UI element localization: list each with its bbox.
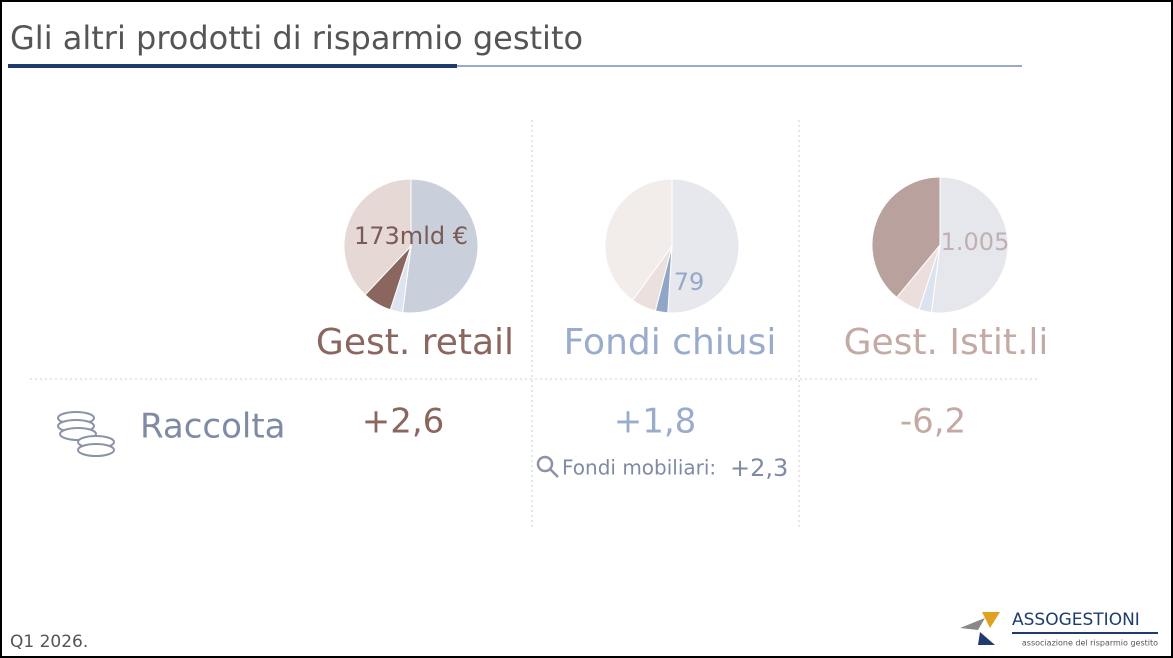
logo-subtitle: associazione del risparmio gestito bbox=[1022, 639, 1158, 648]
pie-slice bbox=[343, 178, 412, 296]
logo-text: ASSOGESTIONI bbox=[1012, 610, 1140, 630]
pie-slice bbox=[930, 176, 1009, 314]
pie-slice bbox=[667, 178, 740, 314]
pie-total: 173mld € bbox=[354, 222, 468, 250]
pie-slice bbox=[402, 178, 479, 314]
note-label: Fondi mobiliari: bbox=[562, 456, 716, 480]
slide-title: Gli altri prodotti di risparmio gestito bbox=[10, 19, 583, 57]
flow-value: +1,8 bbox=[614, 402, 697, 442]
coins-icon bbox=[57, 411, 115, 457]
pie-total: 1.005 bbox=[941, 228, 1010, 256]
row-label: Raccolta bbox=[140, 407, 286, 447]
flow-value: +2,6 bbox=[362, 402, 445, 442]
pie-title: Fondi chiusi bbox=[564, 322, 777, 363]
pie-title: Gest. retail bbox=[316, 322, 514, 363]
search-icon bbox=[536, 455, 559, 478]
pie-total: 79 bbox=[674, 268, 705, 296]
flow-value: -6,2 bbox=[900, 402, 966, 442]
pie-slice bbox=[604, 178, 673, 301]
pie-slice bbox=[871, 176, 941, 299]
logo-mark bbox=[960, 612, 1000, 645]
period: Q1 2026. bbox=[10, 632, 88, 652]
separators bbox=[30, 120, 1040, 530]
note-value: +2,3 bbox=[730, 454, 788, 482]
pie-title: Gest. Istit.li bbox=[844, 322, 1049, 363]
